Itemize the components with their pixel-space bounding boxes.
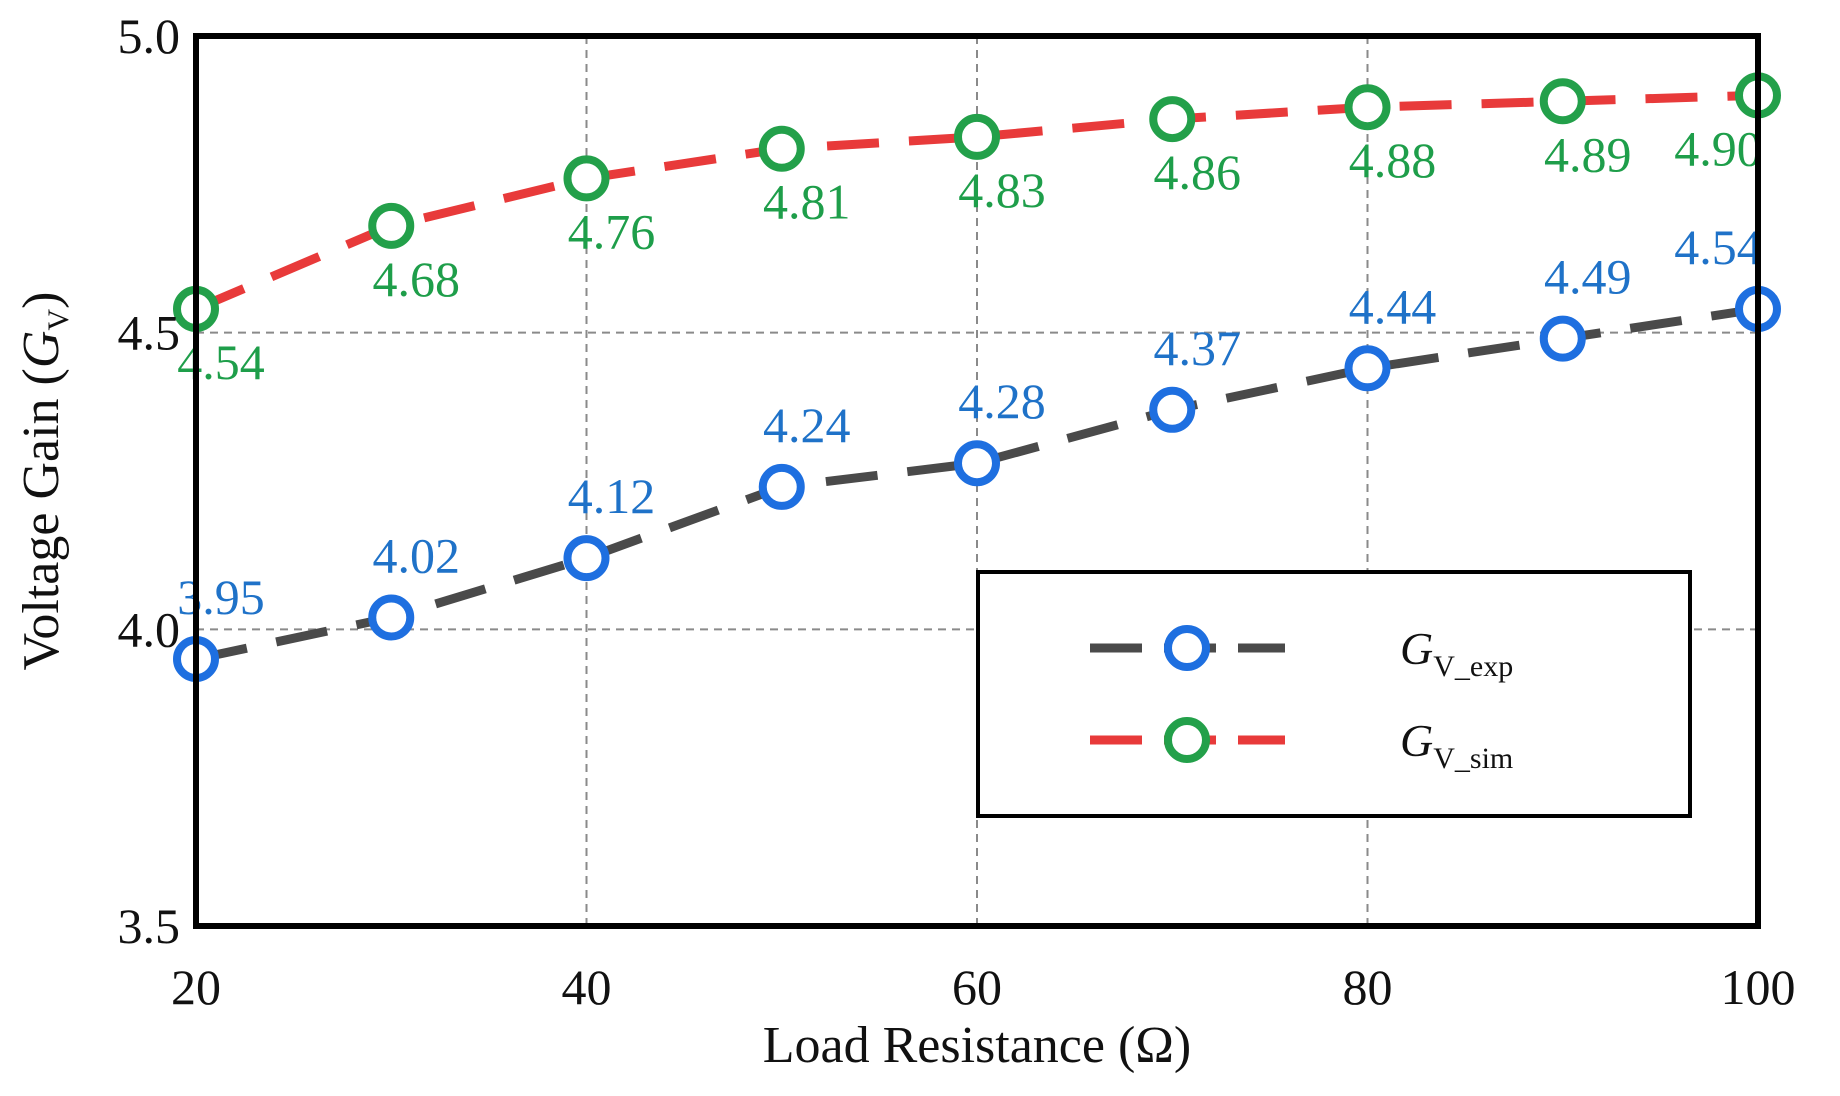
data-label-g-v-sim: 4.90 (1674, 120, 1762, 176)
data-point-g-v-exp (758, 463, 805, 510)
data-label-g-v-exp: 3.95 (177, 569, 265, 625)
data-label-g-v-sim: 4.86 (1154, 144, 1242, 200)
legend-label-exp-symbol: G (1400, 623, 1433, 674)
y-tick-label: 3.5 (118, 898, 181, 954)
legend-box (976, 570, 1692, 818)
data-point-g-v-sim (954, 113, 1000, 160)
legend-label-sim-symbol: G (1400, 715, 1433, 766)
data-label-g-v-sim: 4.68 (373, 251, 461, 307)
series-layer (173, 72, 1781, 682)
y-tick-label: 5.0 (118, 8, 181, 64)
legend: GV_exp GV_sim (976, 570, 1692, 818)
y-axis-title-prefix: Voltage Gain ( (13, 368, 70, 670)
legend-marker-sim (1164, 717, 1210, 763)
data-label-g-v-exp: 4.54 (1674, 219, 1762, 275)
data-point-g-v-sim (1539, 78, 1586, 125)
y-axis-title-suffix: ) (13, 292, 70, 309)
x-tick-label: 40 (562, 959, 612, 1015)
data-label-g-v-sim: 4.88 (1349, 132, 1437, 188)
data-labels: 3.95 4.02 4.12 4.24 4.28 4.37 4.44 4.49 4.54 4.54… (177, 120, 1762, 625)
data-point-g-v-exp (563, 535, 610, 582)
data-point-g-v-sim (1149, 96, 1196, 143)
legend-marker-exp (1164, 625, 1210, 671)
x-tick-label: 60 (952, 959, 1002, 1015)
x-axis-title: Load Resistance (Ω) (763, 1017, 1192, 1074)
data-point-g-v-sim (563, 155, 610, 202)
y-axis-title: Voltage Gain (GV) (13, 292, 75, 671)
legend-label-exp: GV_exp (1400, 623, 1513, 683)
data-point-g-v-exp (954, 440, 1000, 487)
data-label-g-v-sim: 4.89 (1544, 126, 1632, 182)
data-point-g-v-sim (758, 125, 805, 172)
data-label-g-v-exp: 4.44 (1349, 278, 1437, 334)
data-label-g-v-exp: 4.37 (1154, 320, 1242, 376)
data-label-g-v-exp: 4.28 (958, 373, 1046, 429)
x-tick-label: 100 (1721, 959, 1796, 1015)
x-tick-label: 20 (171, 959, 221, 1015)
y-axis-title-symbol: G (13, 331, 70, 369)
x-tick-label: 80 (1343, 959, 1393, 1015)
plot-frame (193, 33, 1761, 929)
data-label-g-v-sim: 4.81 (763, 174, 851, 230)
y-tick-label: 4.5 (118, 305, 181, 361)
data-label-g-v-sim: 4.83 (958, 162, 1046, 218)
y-axis-title-subscript: V (42, 309, 75, 331)
data-label-g-v-exp: 4.02 (373, 527, 461, 583)
y-tick-label: 4.0 (118, 601, 181, 657)
data-label-g-v-exp: 4.12 (568, 468, 656, 524)
data-label-g-v-sim: 4.54 (177, 334, 265, 390)
axis-ticks: 20 40 60 80 100 3.5 4.0 4.5 5.0 (118, 8, 1796, 1015)
data-point-g-v-sim (1344, 84, 1391, 131)
data-label-g-v-exp: 4.24 (763, 397, 851, 453)
data-label-g-v-sim: 4.76 (568, 203, 656, 259)
legend-entry-sim: GV_sim (1090, 715, 1513, 775)
series-line-g-v-sim (194, 90, 1759, 314)
data-label-g-v-exp: 4.49 (1544, 249, 1632, 305)
legend-entry-exp: GV_exp (1090, 623, 1513, 683)
legend-label-exp-subscript: V_exp (1433, 650, 1513, 683)
data-point-g-v-exp (368, 594, 415, 641)
series-line-g-v-exp (195, 304, 1759, 664)
data-point-g-v-exp (1149, 386, 1196, 433)
data-point-g-v-sim (368, 202, 415, 249)
data-point-g-v-exp (1344, 345, 1391, 392)
legend-label-sim: GV_sim (1400, 715, 1513, 775)
data-point-g-v-exp (1539, 315, 1586, 362)
legend-label-sim-subscript: V_sim (1433, 742, 1513, 775)
